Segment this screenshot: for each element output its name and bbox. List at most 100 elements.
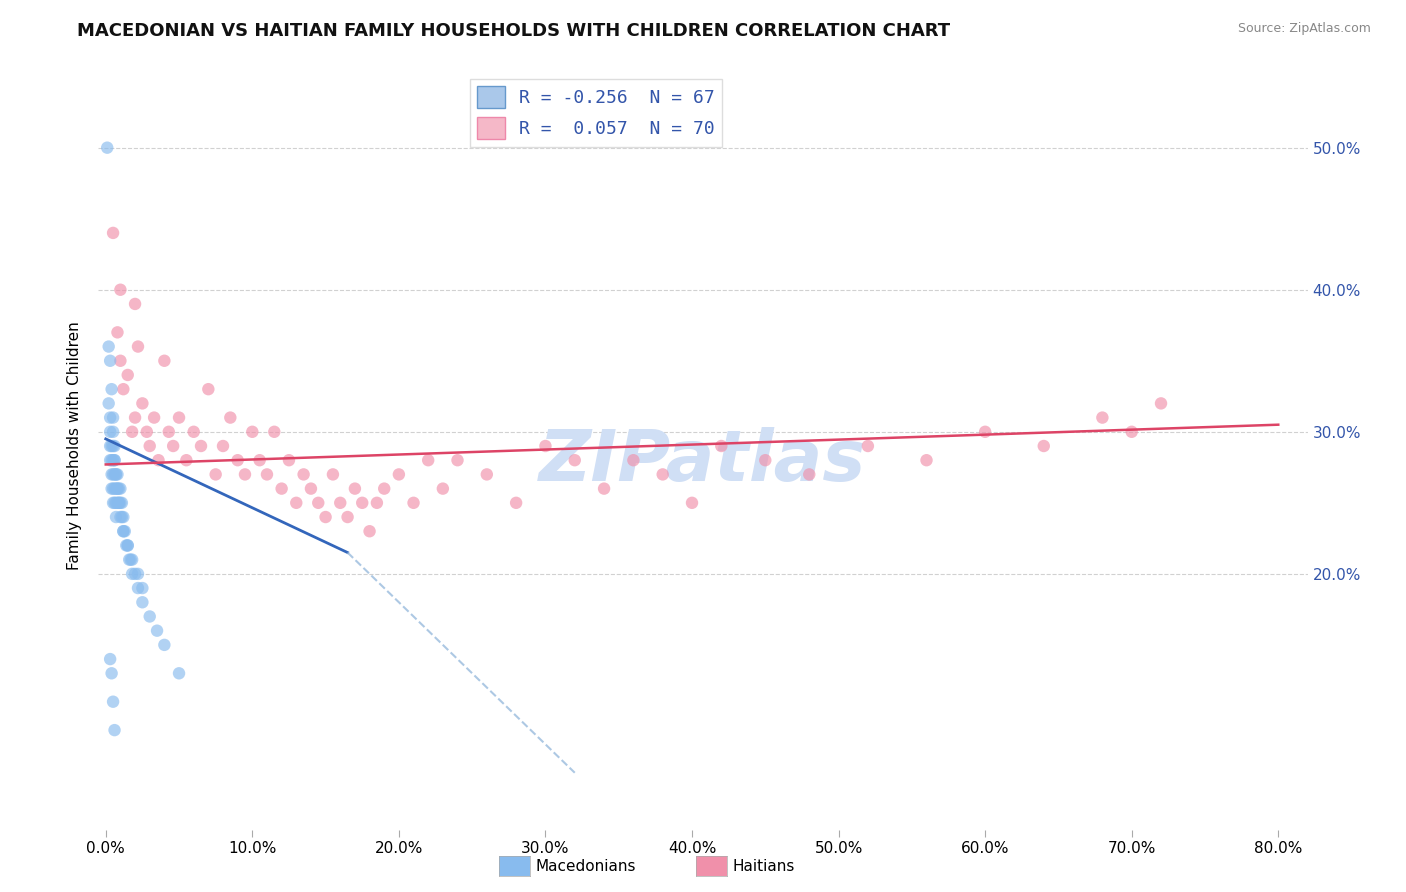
Point	[974, 425, 997, 439]
Point	[100, 666, 122, 681]
Point	[366, 496, 388, 510]
Point	[124, 297, 146, 311]
Point	[270, 482, 292, 496]
Point	[103, 496, 125, 510]
Point	[105, 482, 128, 496]
Point	[117, 538, 139, 552]
Point	[299, 482, 322, 496]
Point	[111, 496, 134, 510]
Point	[131, 581, 153, 595]
Point	[110, 482, 132, 496]
Point	[107, 482, 129, 496]
Point	[402, 496, 425, 510]
Point	[285, 496, 308, 510]
Point	[101, 482, 124, 496]
Point	[148, 453, 170, 467]
Point	[117, 368, 139, 382]
Point	[101, 226, 124, 240]
Point	[240, 425, 263, 439]
Point	[710, 439, 733, 453]
Point	[432, 482, 454, 496]
Text: MACEDONIAN VS HAITIAN FAMILY HOUSEHOLDS WITH CHILDREN CORRELATION CHART: MACEDONIAN VS HAITIAN FAMILY HOUSEHOLDS …	[77, 22, 950, 40]
Point	[856, 439, 879, 453]
Point	[263, 425, 285, 439]
Point	[118, 552, 141, 566]
Point	[114, 524, 136, 539]
Point	[107, 496, 129, 510]
Point	[108, 496, 131, 510]
Point	[101, 695, 124, 709]
Point	[219, 410, 242, 425]
Y-axis label: Family Households with Children: Family Households with Children	[67, 322, 83, 570]
Point	[915, 453, 938, 467]
Point	[212, 439, 235, 453]
Point	[226, 453, 249, 467]
Point	[101, 439, 124, 453]
Point	[100, 482, 122, 496]
Point	[108, 482, 131, 496]
Point	[98, 453, 121, 467]
Point	[388, 467, 411, 482]
Point	[352, 496, 374, 510]
Point	[103, 723, 125, 738]
Point	[183, 425, 205, 439]
Point	[564, 453, 586, 467]
Point	[292, 467, 315, 482]
Point	[127, 340, 149, 354]
Point	[103, 482, 125, 496]
Point	[98, 353, 121, 368]
Point	[1121, 425, 1143, 439]
Text: Source: ZipAtlas.com: Source: ZipAtlas.com	[1237, 22, 1371, 36]
Point	[138, 609, 160, 624]
Point	[121, 552, 143, 566]
Point	[1091, 410, 1114, 425]
Point	[108, 496, 131, 510]
Point	[121, 566, 143, 581]
Point	[373, 482, 395, 496]
Point	[124, 410, 146, 425]
Point	[799, 467, 821, 482]
Point	[101, 496, 124, 510]
Point	[101, 410, 124, 425]
Point	[534, 439, 557, 453]
Point	[754, 453, 776, 467]
Point	[110, 353, 132, 368]
Point	[167, 666, 190, 681]
Point	[100, 382, 122, 396]
Point	[256, 467, 278, 482]
Point	[100, 439, 122, 453]
Point	[105, 467, 128, 482]
Point	[190, 439, 212, 453]
Point	[153, 638, 176, 652]
Point	[651, 467, 673, 482]
Point	[1150, 396, 1173, 410]
Point	[249, 453, 271, 467]
Point	[278, 453, 301, 467]
Point	[329, 496, 352, 510]
Point	[359, 524, 381, 539]
Point	[127, 581, 149, 595]
Point	[111, 510, 134, 524]
Point	[110, 510, 132, 524]
Point	[157, 425, 180, 439]
Point	[103, 467, 125, 482]
Text: ZIPatlas: ZIPatlas	[540, 427, 866, 496]
Point	[112, 382, 135, 396]
Point	[505, 496, 527, 510]
Point	[101, 453, 124, 467]
Point	[124, 566, 146, 581]
Point	[343, 482, 366, 496]
Point	[621, 453, 644, 467]
Point	[101, 467, 124, 482]
Point	[98, 425, 121, 439]
Point	[100, 453, 122, 467]
Point	[105, 467, 128, 482]
Point	[307, 496, 329, 510]
Point	[593, 482, 616, 496]
Point	[153, 353, 176, 368]
Point	[121, 425, 143, 439]
Point	[112, 510, 135, 524]
Point	[115, 538, 138, 552]
Point	[475, 467, 498, 482]
Point	[107, 326, 129, 340]
